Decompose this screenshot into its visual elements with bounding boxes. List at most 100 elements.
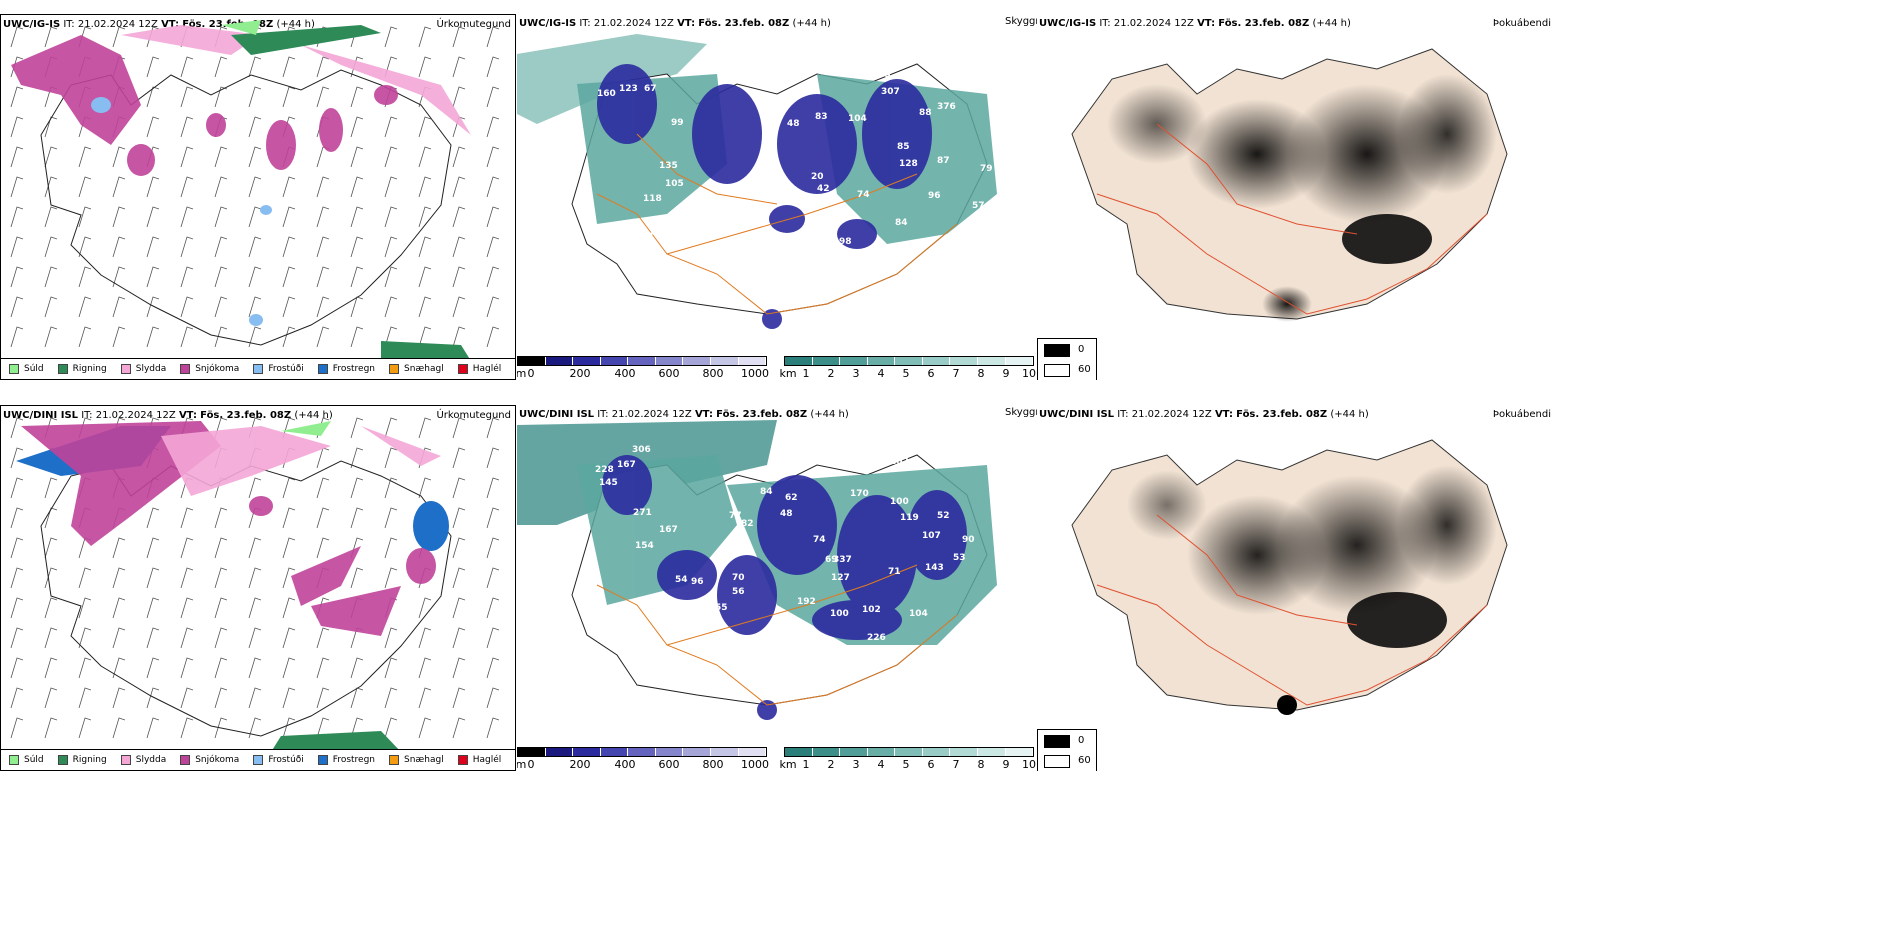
wind-barb bbox=[316, 477, 330, 499]
vis-value: 77 bbox=[729, 511, 742, 521]
wind-barb bbox=[452, 417, 466, 439]
wind-barb bbox=[282, 687, 296, 709]
tick-label: 600 bbox=[658, 758, 680, 771]
wind-barb bbox=[248, 537, 262, 559]
wind-barb bbox=[486, 236, 500, 258]
wind-barb bbox=[418, 417, 432, 439]
tick-label: 6 bbox=[927, 367, 935, 380]
wind-barb bbox=[78, 326, 92, 348]
wind-barb bbox=[486, 507, 500, 529]
wind-barb bbox=[316, 86, 330, 108]
legend-item: Frostúði bbox=[253, 364, 304, 374]
panel-title: Skyggni bbox=[1005, 407, 1045, 418]
wind-barb bbox=[418, 26, 432, 48]
wind-barb bbox=[248, 86, 262, 108]
wind-barb bbox=[44, 206, 58, 228]
wind-barb bbox=[418, 116, 432, 138]
wind-barb bbox=[486, 146, 500, 168]
wind-barb bbox=[10, 417, 24, 439]
vis-value: 90 bbox=[962, 535, 975, 545]
tick-label: 1000 bbox=[741, 367, 769, 380]
legend-swatch bbox=[389, 755, 400, 765]
vis-value: 192 bbox=[797, 597, 816, 607]
wind-barb bbox=[10, 86, 24, 108]
precip-legend: Súld Rigning Slydda Snjókoma Frostúði Fr… bbox=[1, 749, 515, 770]
wind-barb bbox=[112, 176, 126, 198]
wind-barb bbox=[10, 56, 24, 78]
wind-barb bbox=[146, 687, 160, 709]
wind-barb bbox=[180, 507, 194, 529]
precip-legend: Súld Rigning Slydda Snjókoma Frostúði Fr… bbox=[1, 358, 515, 379]
wind-barb bbox=[248, 206, 262, 228]
vis-value: 228 bbox=[595, 465, 614, 475]
wind-barb bbox=[486, 627, 500, 649]
road-network bbox=[596, 564, 958, 706]
wind-barb bbox=[10, 657, 24, 679]
wind-barb bbox=[10, 507, 24, 529]
wind-barb bbox=[146, 206, 160, 228]
fog-panel-row2: UWC/DINI ISL IT: 21.02.2024 12Z VT: Fös.… bbox=[1037, 405, 1557, 771]
tick-label: 6 bbox=[927, 758, 935, 771]
wind-barb bbox=[384, 537, 398, 559]
wind-barb bbox=[350, 717, 364, 739]
wind-barb bbox=[146, 627, 160, 649]
wind-barb bbox=[418, 597, 432, 619]
vis-value: 27 bbox=[769, 337, 782, 347]
vis-value: 170 bbox=[850, 489, 869, 499]
vis-value: 98 bbox=[839, 237, 852, 247]
wind-barb bbox=[384, 627, 398, 649]
wind-barb bbox=[452, 26, 466, 48]
wind-barb bbox=[384, 116, 398, 138]
wind-barb bbox=[486, 266, 500, 288]
wind-barb bbox=[282, 597, 296, 619]
vis-value: 85 bbox=[897, 142, 910, 152]
wind-barb bbox=[214, 627, 228, 649]
wind-barb bbox=[486, 296, 500, 318]
wind-barb bbox=[44, 687, 58, 709]
vis-value: 143 bbox=[925, 563, 944, 573]
wind-barb bbox=[486, 116, 500, 138]
wind-barb bbox=[384, 567, 398, 589]
rain-areas bbox=[271, 731, 401, 752]
wind-barb bbox=[486, 417, 500, 439]
wind-barb bbox=[350, 86, 364, 108]
wind-barb bbox=[112, 687, 126, 709]
wind-barb bbox=[282, 236, 296, 258]
wind-barb bbox=[452, 86, 466, 108]
legend-label: 60 bbox=[1078, 364, 1091, 375]
vis-value: 118 bbox=[643, 194, 662, 204]
wind-barb bbox=[214, 597, 228, 619]
wind-barb bbox=[282, 567, 296, 589]
panel-header: UWC/DINI ISL IT: 21.02.2024 12Z VT: Fös.… bbox=[3, 410, 333, 421]
wind-barb bbox=[214, 236, 228, 258]
wind-barb bbox=[248, 176, 262, 198]
wind-barb bbox=[214, 206, 228, 228]
tick-label: 8 bbox=[977, 367, 985, 380]
vis-value: 52 bbox=[937, 511, 950, 521]
vis-value: 202 bbox=[890, 457, 909, 467]
legend-swatch bbox=[57, 364, 68, 374]
wind-barb bbox=[112, 326, 126, 348]
wind-barb bbox=[316, 56, 330, 78]
visibility-colorbar: km 1 2 3 4 5 6 7 8 9 10 bbox=[779, 356, 1036, 380]
vis-value: 55 bbox=[715, 603, 728, 613]
vis-value: 68 bbox=[677, 212, 690, 222]
wind-barb bbox=[486, 657, 500, 679]
legend-swatch bbox=[457, 755, 468, 765]
wind-barb bbox=[112, 296, 126, 318]
vis-value: 128 bbox=[899, 159, 918, 169]
wind-barb bbox=[316, 206, 330, 228]
tick-label: 7 bbox=[952, 758, 960, 771]
wind-barb bbox=[452, 266, 466, 288]
wind-barb bbox=[452, 296, 466, 318]
wind-barb bbox=[350, 206, 364, 228]
vis-value: 271 bbox=[633, 508, 652, 518]
wind-barb bbox=[248, 236, 262, 258]
wind-barb bbox=[112, 627, 126, 649]
wind-barb bbox=[180, 537, 194, 559]
wind-barbs bbox=[10, 26, 500, 348]
wind-barb bbox=[78, 687, 92, 709]
tick-label: m bbox=[517, 758, 527, 771]
visibility-panel-row1: UWC/IG-IS IT: 21.02.2024 12Z VT: Fös. 23… bbox=[517, 14, 1037, 380]
vis-value: 48 bbox=[787, 119, 800, 129]
